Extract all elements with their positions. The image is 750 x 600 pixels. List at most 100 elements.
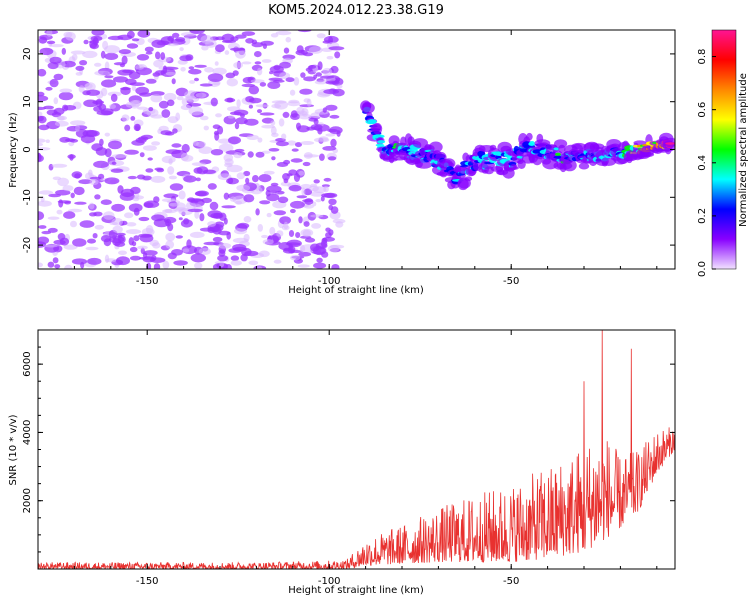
- noise-cell: [118, 49, 131, 55]
- colorbar-label: Normalized spectral amplitude: [738, 73, 749, 227]
- noise-cell: [127, 175, 137, 180]
- noise-cell: [218, 143, 234, 152]
- noise-cell: [314, 80, 328, 85]
- noise-cell: [212, 81, 220, 86]
- noise-cell: [222, 40, 236, 44]
- noise-cell: [255, 151, 265, 158]
- noise-cell: [63, 244, 78, 250]
- noise-cell: [240, 254, 248, 262]
- noise-cell: [214, 132, 220, 141]
- noise-cell: [204, 67, 214, 73]
- noise-cell: [102, 40, 109, 50]
- noise-cell: [188, 68, 202, 75]
- noise-cell: [70, 220, 77, 228]
- noise-cell: [304, 154, 319, 158]
- noise-cell: [111, 161, 117, 165]
- signal-halo: [361, 102, 375, 114]
- noise-cell: [69, 154, 74, 161]
- noise-cell: [313, 262, 327, 269]
- noise-cell: [173, 260, 188, 266]
- x-tick-label: -100: [318, 576, 341, 587]
- noise-cell: [56, 115, 67, 121]
- noise-cell: [266, 212, 272, 218]
- noise-cell: [38, 142, 44, 147]
- noise-cell: [163, 92, 177, 102]
- noise-cell: [279, 72, 291, 79]
- noise-cell: [58, 91, 74, 101]
- noise-cell: [57, 200, 72, 204]
- noise-cell: [234, 227, 247, 235]
- noise-cell: [162, 260, 170, 269]
- noise-cell: [299, 104, 315, 108]
- noise-cell: [328, 244, 340, 253]
- noise-cell: [179, 55, 192, 62]
- noise-cell: [79, 220, 95, 228]
- noise-cell: [258, 250, 270, 258]
- noise-cell: [288, 184, 302, 192]
- noise-cell: [289, 89, 296, 96]
- noise-cell: [221, 205, 236, 209]
- noise-cell: [241, 83, 255, 88]
- noise-cell: [171, 143, 182, 148]
- noise-cell: [189, 231, 205, 238]
- noise-cell: [53, 107, 65, 115]
- noise-cell: [201, 45, 209, 51]
- spectrogram-y-ticks: -20 -10 0 10 20: [22, 48, 675, 253]
- noise-cell: [153, 59, 164, 68]
- noise-cell: [328, 198, 337, 205]
- noise-cell: [210, 97, 218, 107]
- noise-cell: [82, 50, 98, 59]
- noise-cell: [255, 104, 269, 108]
- noise-cell: [124, 212, 134, 219]
- noise-cell: [152, 242, 161, 249]
- noise-cell: [171, 249, 183, 256]
- noise-cell: [298, 216, 303, 224]
- noise-cell: [112, 225, 123, 234]
- noise-cell: [248, 85, 260, 95]
- noise-cell: [52, 257, 59, 264]
- noise-cell: [311, 223, 322, 229]
- noise-cell: [89, 176, 102, 180]
- noise-cell: [38, 111, 43, 117]
- noise-cell: [226, 78, 238, 87]
- noise-cell: [319, 75, 335, 79]
- noise-cell: [290, 110, 298, 118]
- noise-cell: [63, 105, 77, 111]
- noise-cell: [302, 161, 311, 167]
- noise-cell: [293, 77, 300, 86]
- noise-cell: [261, 234, 269, 239]
- noise-cell: [163, 193, 179, 199]
- noise-cell: [88, 202, 95, 210]
- signal-halo: [633, 140, 647, 146]
- signal-core: [555, 152, 561, 157]
- noise-cell: [253, 51, 262, 58]
- signal-halo: [372, 122, 383, 135]
- signal-halo: [464, 176, 473, 182]
- noise-cell: [241, 31, 256, 36]
- noise-cell: [219, 260, 225, 268]
- noise-cell: [94, 224, 105, 230]
- noise-cell: [266, 185, 282, 193]
- y-tick-label: -20: [22, 237, 33, 253]
- noise-cell: [240, 113, 245, 118]
- noise-cell: [108, 140, 122, 150]
- noise-cell: [323, 192, 338, 199]
- noise-cell: [301, 187, 306, 196]
- signal-halo: [442, 158, 456, 169]
- spectrogram-y-label: Frequency (Hz): [8, 112, 19, 188]
- noise-cell: [194, 191, 207, 197]
- noise-cell: [145, 78, 157, 84]
- noise-cell: [89, 178, 99, 186]
- colorbar-tick-label: 0.2: [697, 208, 708, 224]
- noise-cell: [180, 67, 186, 72]
- noise-cell: [128, 71, 141, 80]
- noise-cell: [78, 85, 85, 93]
- noise-cell: [113, 76, 128, 83]
- noise-cell: [137, 245, 148, 250]
- signal-halo: [428, 141, 443, 153]
- noise-cell: [329, 114, 340, 119]
- noise-cell: [271, 103, 282, 109]
- noise-cell: [322, 67, 333, 76]
- noise-cell: [271, 100, 287, 104]
- noise-cell: [65, 31, 76, 41]
